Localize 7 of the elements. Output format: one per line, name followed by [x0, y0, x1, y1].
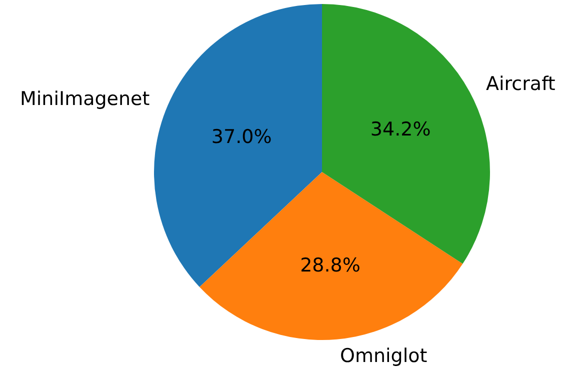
slice-label: Aircraft: [486, 73, 556, 95]
data-label: 34.2%: [370, 118, 431, 140]
data-label: 37.0%: [211, 126, 272, 148]
slice-label: Omniglot: [340, 345, 428, 367]
data-label: 28.8%: [300, 254, 360, 277]
pie-slice: [200, 172, 463, 340]
slice-label: MiniImagenet: [20, 88, 150, 110]
